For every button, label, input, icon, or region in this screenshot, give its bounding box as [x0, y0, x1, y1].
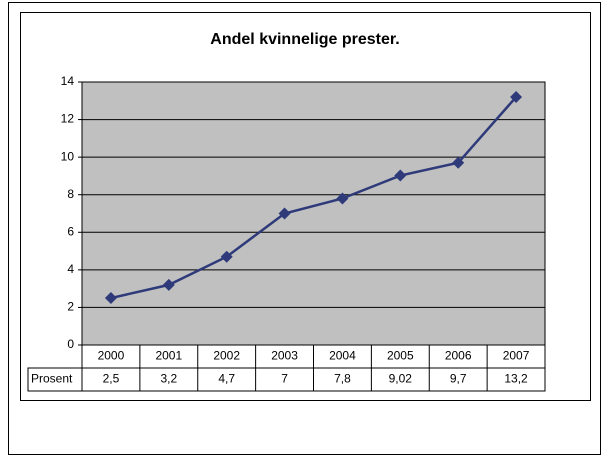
data-point [452, 156, 465, 169]
data-label: 4,7 [218, 372, 235, 386]
data-point [104, 292, 117, 305]
data-label: 9,7 [450, 372, 467, 386]
data-point [278, 207, 291, 220]
y-tick-label: 2 [67, 300, 74, 314]
series-line [110, 96, 518, 300]
data-point [220, 250, 233, 263]
x-tick-label: 2000 [98, 349, 125, 363]
plot-area [81, 81, 546, 346]
data-point [510, 91, 523, 104]
data-label: 7,8 [334, 372, 351, 386]
outer-frame [8, 2, 601, 455]
data-label: 2,5 [103, 372, 120, 386]
data-point [394, 169, 407, 182]
y-tick-label: 12 [61, 112, 75, 126]
data-point [336, 192, 349, 205]
data-label: 9,02 [389, 372, 413, 386]
x-tick-label: 2004 [329, 349, 356, 363]
x-tick-label: 2005 [387, 349, 414, 363]
chart-title: Andel kvinnelige prester. [210, 31, 399, 48]
x-tick-label: 2002 [213, 349, 240, 363]
data-point [162, 278, 175, 291]
x-tick-label: 2001 [155, 349, 182, 363]
x-tick-label: 2007 [503, 349, 530, 363]
x-tick-label: 2003 [271, 349, 298, 363]
legend-label: Prosent [31, 372, 73, 386]
data-label: 13,2 [504, 372, 528, 386]
y-tick-label: 0 [67, 337, 74, 351]
data-label: 3,2 [160, 372, 177, 386]
data-label: 7 [281, 372, 288, 386]
y-tick-label: 6 [67, 224, 74, 238]
y-tick-label: 10 [61, 149, 75, 163]
x-tick-label: 2006 [445, 349, 472, 363]
y-tick-label: 4 [67, 262, 74, 276]
y-tick-label: 14 [61, 74, 75, 88]
y-tick-label: 8 [67, 187, 74, 201]
